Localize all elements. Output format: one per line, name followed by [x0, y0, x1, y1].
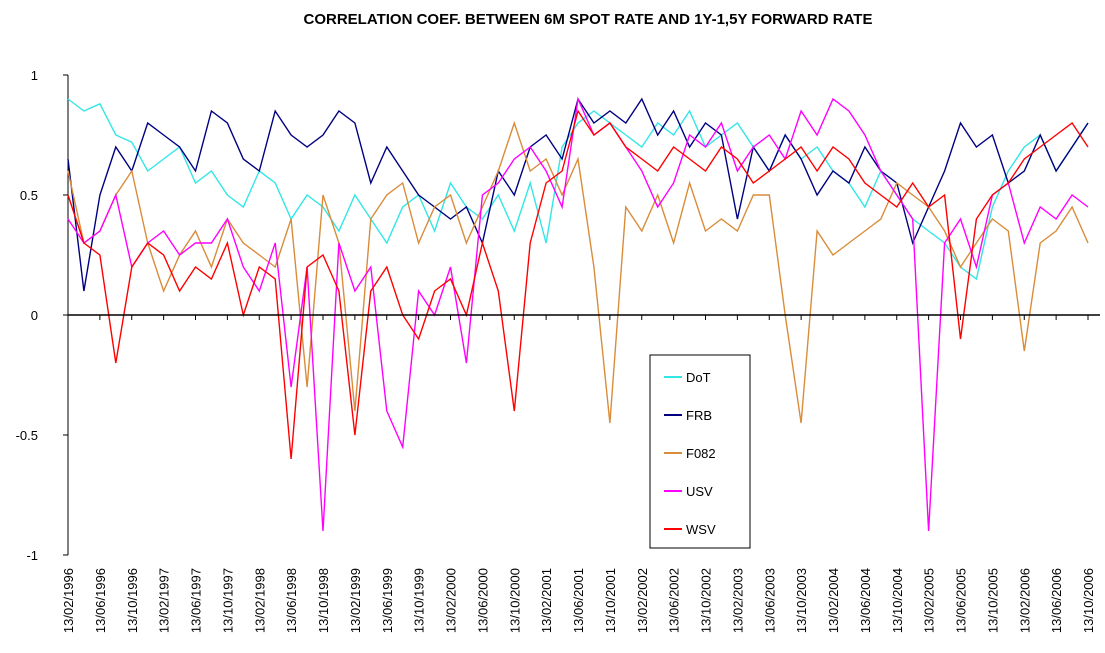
legend: DoT FRB F082 USV WSV — [649, 354, 751, 549]
series-line — [67, 96, 1089, 532]
legend-label: FRB — [686, 408, 712, 423]
x-tick-label: 13/02/1996 — [61, 568, 76, 633]
x-tick-label: 13/10/2006 — [1081, 568, 1096, 633]
y-tick-label: 1 — [31, 68, 38, 83]
x-tick-label: 13/10/1999 — [412, 568, 427, 633]
x-tick-label: 13/10/2003 — [794, 568, 809, 633]
legend-label: DoT — [686, 370, 711, 385]
x-tick-label: 13/02/1999 — [348, 568, 363, 633]
legend-label: WSV — [686, 522, 716, 537]
x-tick-label: 13/06/2006 — [1049, 568, 1064, 633]
x-tick-label: 13/10/1997 — [220, 568, 235, 633]
series-line — [67, 98, 1089, 281]
x-tick-label: 13/06/2005 — [954, 568, 969, 633]
x-tick-label: 13/10/2005 — [985, 568, 1000, 633]
y-tick-label: -0.5 — [16, 428, 38, 443]
x-tick-label: 13/02/2002 — [635, 568, 650, 633]
x-tick-label: 13/02/2004 — [826, 568, 841, 633]
series-line — [67, 120, 1089, 424]
x-tick-label: 13/10/2000 — [507, 568, 522, 633]
x-tick-label: 13/02/2001 — [539, 568, 554, 633]
x-tick-label: 13/06/2000 — [475, 568, 490, 633]
x-tick-label: 13/02/1997 — [157, 568, 172, 633]
x-tick-label: 13/06/2004 — [858, 568, 873, 633]
x-tick-label: 13/10/2001 — [603, 568, 618, 633]
x-tick-label: 13/06/2001 — [571, 568, 586, 633]
legend-box — [649, 354, 751, 549]
x-tick-label: 13/06/1999 — [380, 568, 395, 633]
x-tick-label: 13/06/1997 — [189, 568, 204, 633]
x-tick-label: 13/06/2003 — [762, 568, 777, 633]
series-line — [67, 109, 1089, 460]
x-tick-label: 13/02/2003 — [730, 568, 745, 633]
legend-label: USV — [686, 484, 713, 499]
y-tick-label: 0 — [31, 308, 38, 323]
x-tick-label: 13/10/1996 — [125, 568, 140, 633]
legend-label: F082 — [686, 446, 716, 461]
chart-title: CORRELATION COEF. BETWEEN 6M SPOT RATE A… — [304, 11, 873, 28]
x-tick-label: 13/02/2000 — [444, 568, 459, 633]
y-tick-label: -1 — [26, 548, 38, 563]
x-tick-label: 13/02/1998 — [252, 568, 267, 633]
x-tick-label: 13/02/2006 — [1017, 568, 1032, 633]
series-line — [67, 97, 1089, 292]
x-tick-label: 13/06/1998 — [284, 568, 299, 633]
x-tick-label: 13/10/2004 — [890, 568, 905, 633]
x-tick-label: 13/02/2005 — [922, 568, 937, 633]
x-tick-label: 13/06/2002 — [667, 568, 682, 633]
x-tick-label: 13/10/2002 — [699, 568, 714, 633]
x-tick-label: 13/06/1996 — [93, 568, 108, 633]
x-tick-label: 13/10/1998 — [316, 568, 331, 633]
y-tick-label: 0.5 — [20, 188, 38, 203]
